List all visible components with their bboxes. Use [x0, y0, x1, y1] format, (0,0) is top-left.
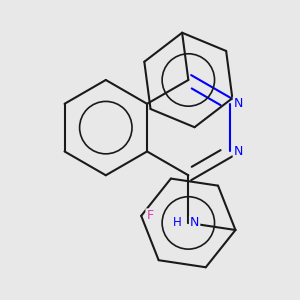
Text: N: N	[190, 216, 199, 230]
Text: N: N	[234, 97, 243, 110]
Text: F: F	[146, 209, 154, 222]
Text: H: H	[173, 216, 182, 230]
Text: N: N	[234, 145, 243, 158]
